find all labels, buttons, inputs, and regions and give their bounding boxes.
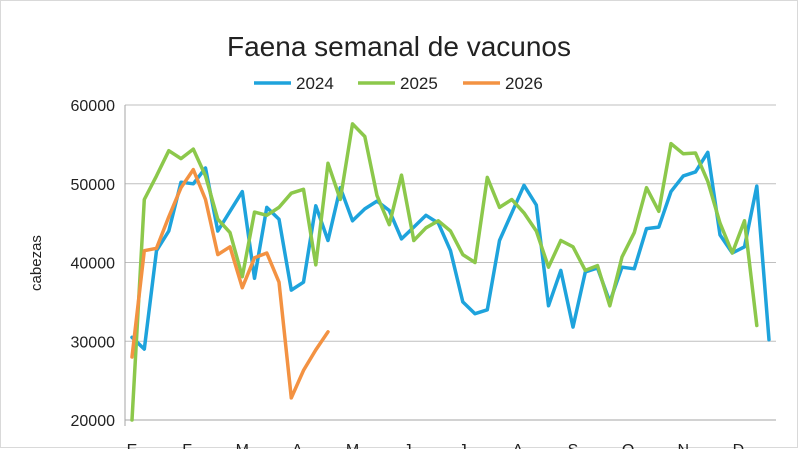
x-tick-label: O — [622, 442, 634, 449]
legend-label-2024: 2024 — [296, 74, 334, 93]
gridlines — [125, 104, 776, 421]
axes — [124, 105, 776, 426]
series-lines — [130, 122, 771, 422]
legend: 2024 2025 2026 — [254, 74, 543, 93]
series-line-2026 — [130, 167, 330, 400]
y-tick-label: 50000 — [71, 177, 116, 194]
y-axis-label: cabezas — [28, 235, 45, 291]
x-tick-label: J — [459, 442, 467, 449]
x-tick-label: A — [513, 442, 524, 449]
x-tick-label: J — [404, 442, 412, 449]
y-tick-label: 30000 — [71, 334, 116, 351]
x-tick-label: M — [346, 442, 359, 449]
y-tick-label: 60000 — [71, 98, 116, 115]
x-tick-label: F — [182, 442, 192, 449]
tick-labels: 20000 30000 40000 50000 60000 E F M A M J J A S O N D — [71, 98, 745, 449]
x-tick-label: A — [292, 442, 303, 449]
x-tick-label: N — [677, 442, 689, 449]
x-tick-label: E — [127, 442, 138, 449]
y-tick-label: 20000 — [71, 413, 116, 430]
series-line-2024 — [130, 150, 771, 351]
legend-label-2025: 2025 — [400, 74, 438, 93]
x-tick-label: D — [733, 442, 745, 449]
x-tick-label: M — [236, 442, 249, 449]
y-tick-label: 40000 — [71, 256, 116, 273]
x-tick-label: S — [568, 442, 579, 449]
series-line-2025 — [130, 122, 759, 422]
chart-title: Faena semanal de vacunos — [227, 31, 571, 62]
legend-label-2026: 2026 — [505, 74, 543, 93]
